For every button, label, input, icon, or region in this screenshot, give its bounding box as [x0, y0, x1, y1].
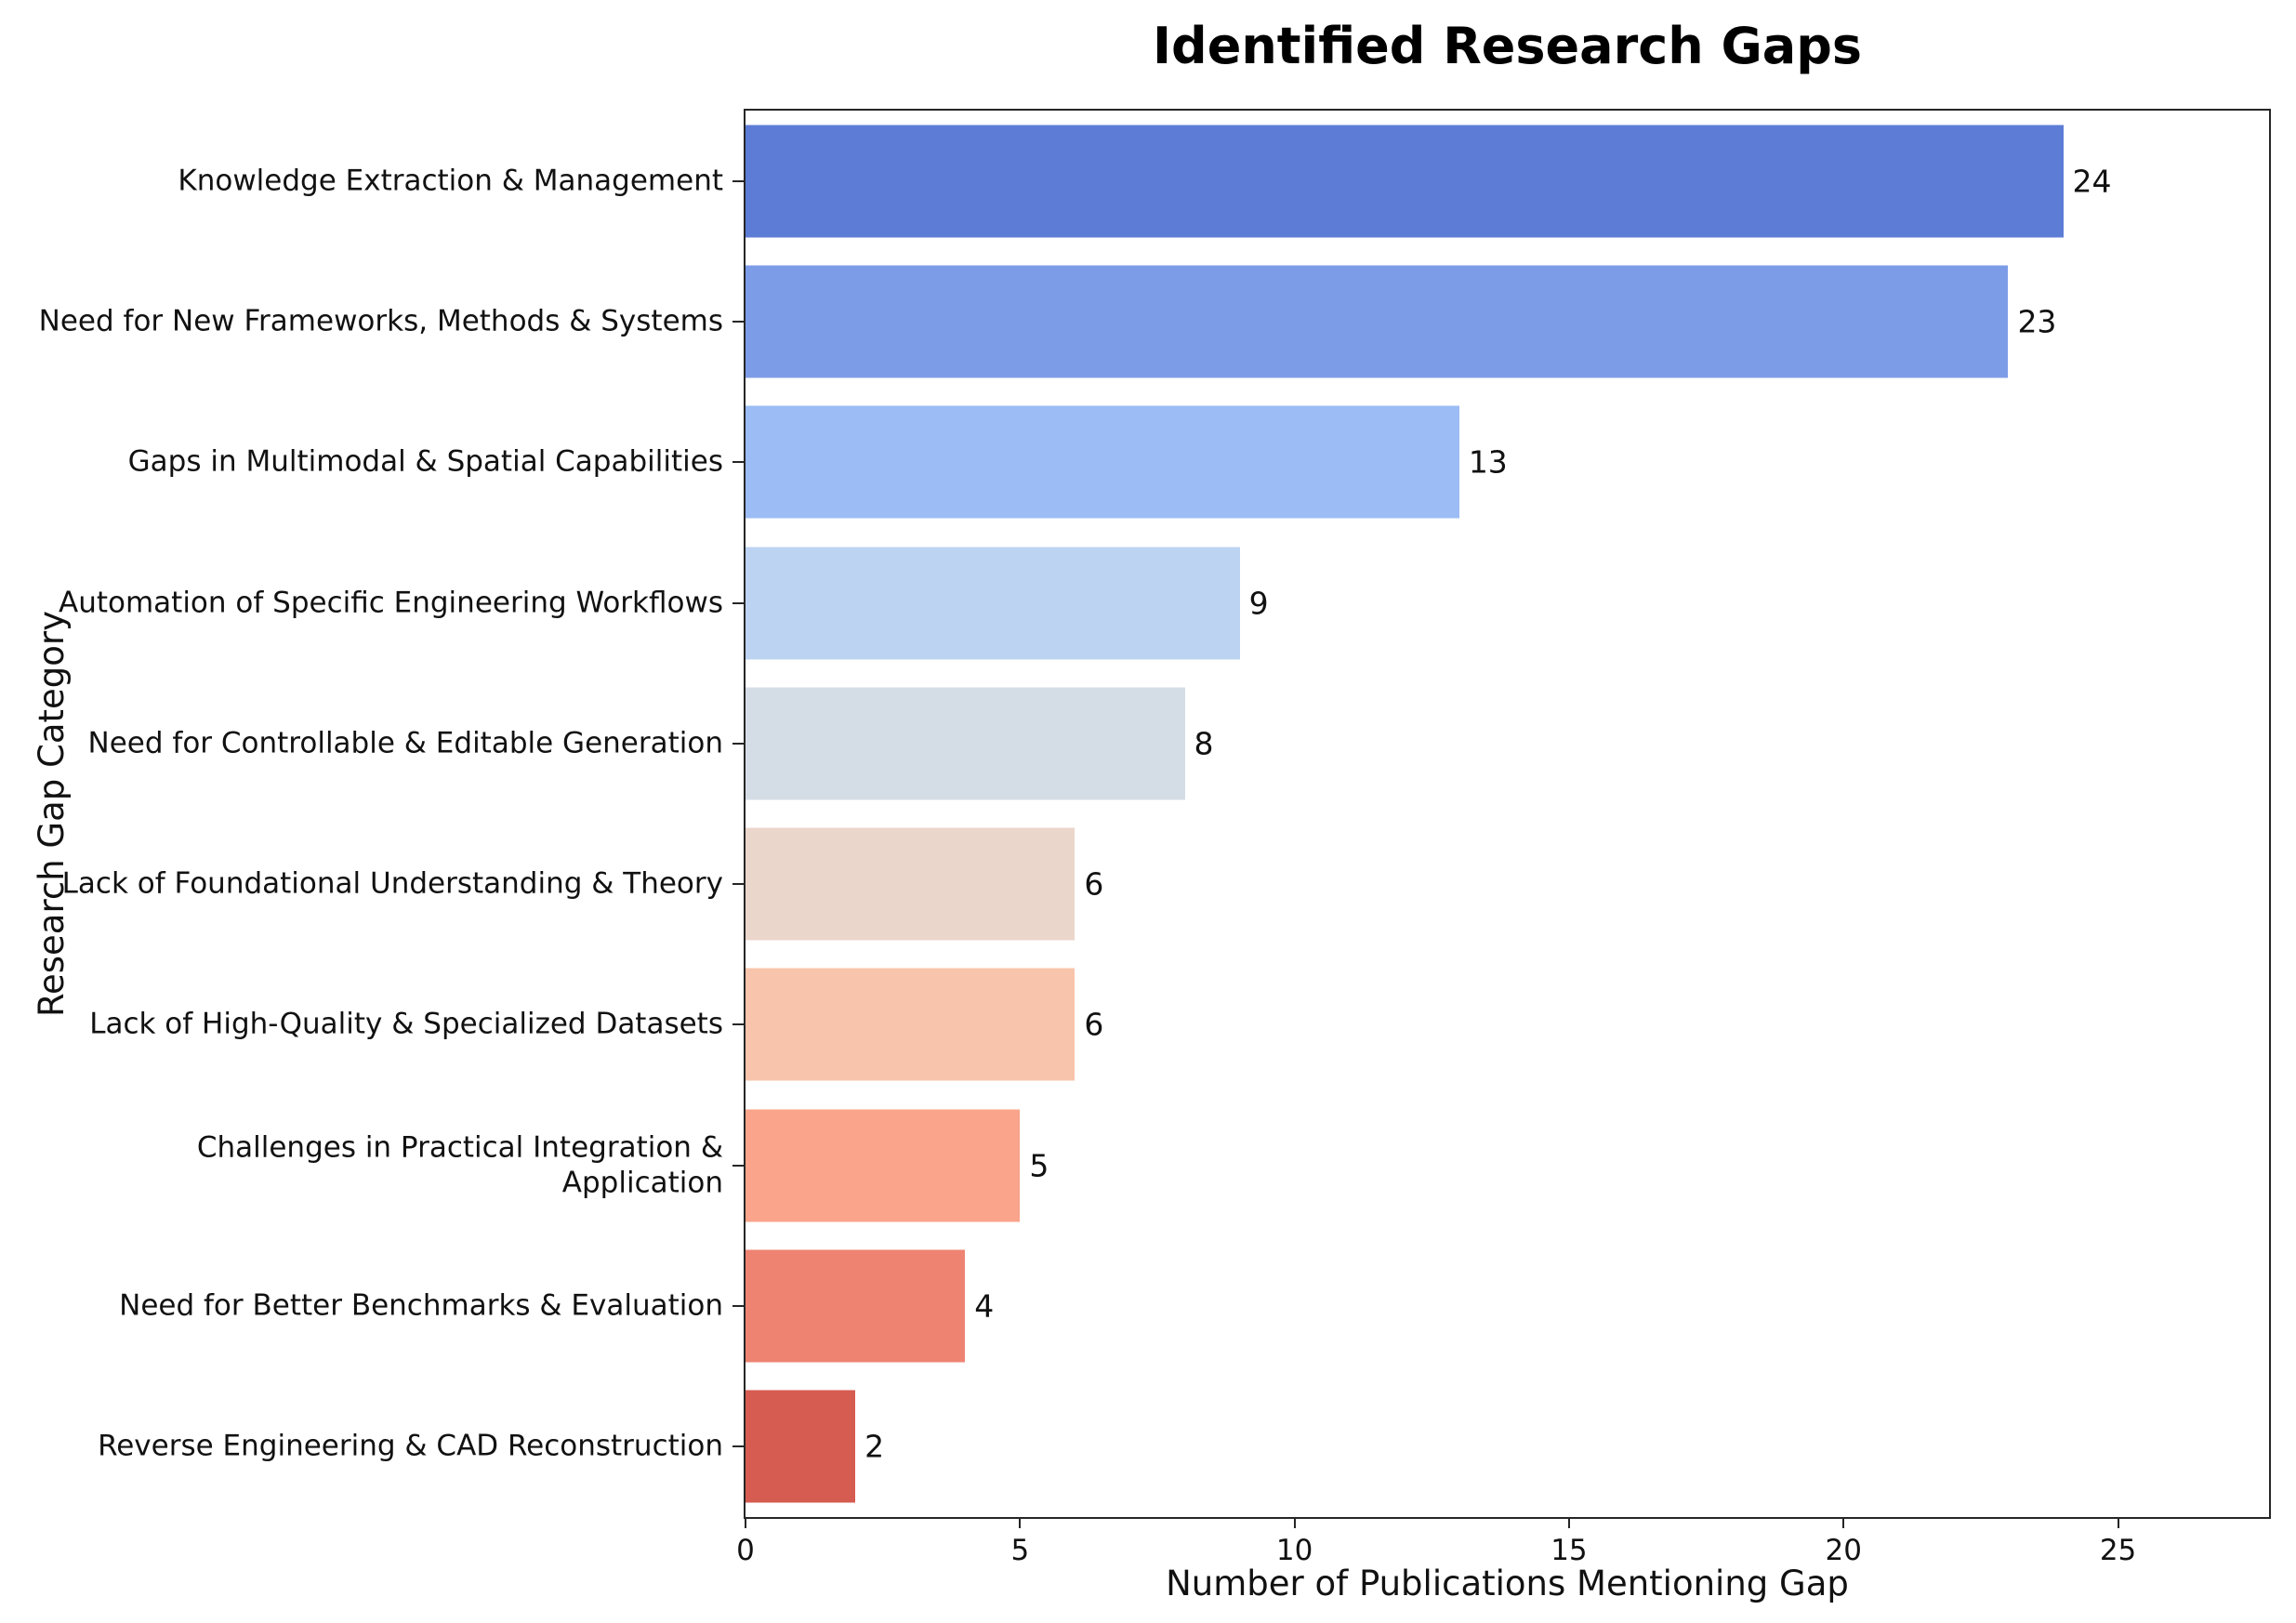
bar-value-label: 2: [864, 1428, 885, 1465]
bar-row: Need for New Frameworks, Methods & Syste…: [39, 251, 2269, 391]
x-axis-label: Number of Publications Mentioning Gap: [1166, 1564, 1849, 1603]
category-label: Need for Controllable & Editable Generat…: [87, 726, 723, 760]
bar: [746, 1390, 856, 1503]
x-tick-label: 15: [1550, 1534, 1588, 1567]
x-tick: [2117, 1517, 2119, 1528]
y-tick: [732, 1445, 744, 1448]
bar: [746, 968, 1075, 1081]
x-tick: [1019, 1517, 1022, 1528]
y-tick: [732, 883, 744, 886]
category-label: Lack of High-Quality & Specialized Datas…: [89, 1008, 723, 1042]
bar: [746, 1249, 966, 1363]
bar-row: Gaps in Multimodal & Spatial Capabilitie…: [128, 392, 2269, 533]
bar-row: Automation of Specific Engineering Workf…: [59, 533, 2269, 673]
bar-value-label: 9: [1248, 585, 1269, 622]
bar-value-label: 24: [2072, 163, 2112, 200]
bar-value-label: 4: [974, 1287, 995, 1325]
bar-value-label: 6: [1084, 1006, 1104, 1043]
y-tick: [732, 1164, 744, 1167]
bar: [746, 547, 1240, 660]
bar-row: Need for Better Benchmarks & Evaluation 4: [119, 1235, 2269, 1376]
category-label: Knowledge Extraction & Management: [178, 164, 723, 198]
bar-row: Reverse Engineering & CAD Reconstruction…: [98, 1377, 2269, 1517]
y-tick: [732, 742, 744, 745]
bar: [746, 687, 1185, 800]
category-label: Challenges in Practical Integration & Ap…: [196, 1129, 723, 1200]
bar-row: Need for Controllable & Editable Generat…: [88, 673, 2269, 813]
y-tick: [732, 320, 744, 323]
y-tick: [732, 1305, 744, 1308]
bar: [746, 265, 2009, 378]
y-tick: [732, 179, 744, 182]
x-tick: [1567, 1517, 1570, 1528]
bar-value-label: 6: [1084, 865, 1104, 903]
bar-row: Lack of High-Quality & Specialized Datas…: [89, 955, 2269, 1095]
bar: [746, 125, 2064, 238]
category-label: Need for Better Benchmarks & Evaluation: [119, 1288, 723, 1323]
plot-area: Knowledge Extraction & Management 24 Need …: [39, 109, 2271, 1567]
chart-title: Identified Research Gaps: [1152, 17, 1863, 75]
x-tick-label: 25: [2099, 1534, 2137, 1567]
y-tick: [732, 601, 744, 604]
bar-value-label: 8: [1194, 725, 1214, 762]
x-tick: [1842, 1517, 1845, 1528]
x-tick-label: 5: [1010, 1534, 1030, 1567]
bar: [746, 1109, 1021, 1222]
category-label: Gaps in Multimodal & Spatial Capabilitie…: [127, 444, 723, 479]
y-tick: [732, 1023, 744, 1026]
category-label: Need for New Frameworks, Methods & Syste…: [38, 304, 723, 338]
category-label: Automation of Specific Engineering Workf…: [59, 586, 723, 620]
bar-row: Lack of Foundational Understanding & The…: [62, 814, 2269, 955]
x-tick: [745, 1517, 746, 1528]
bar-row: Challenges in Practical Integration & Ap…: [197, 1095, 2269, 1235]
bar: [746, 827, 1075, 941]
x-tick: [1293, 1517, 1296, 1528]
bar: [746, 405, 1459, 519]
x-tick-label: 0: [736, 1534, 755, 1567]
bar-row: Knowledge Extraction & Management 24: [178, 111, 2269, 251]
category-label: Lack of Foundational Understanding & The…: [61, 866, 723, 901]
x-tick-label: 20: [1825, 1534, 1862, 1567]
bar-value-label: 13: [1468, 443, 1508, 481]
category-label: Reverse Engineering & CAD Reconstruction: [98, 1429, 723, 1463]
x-tick-label: 10: [1275, 1534, 1313, 1567]
y-tick: [732, 461, 744, 464]
bar-value-label: 5: [1029, 1147, 1049, 1184]
bar-value-label: 23: [2017, 303, 2057, 340]
